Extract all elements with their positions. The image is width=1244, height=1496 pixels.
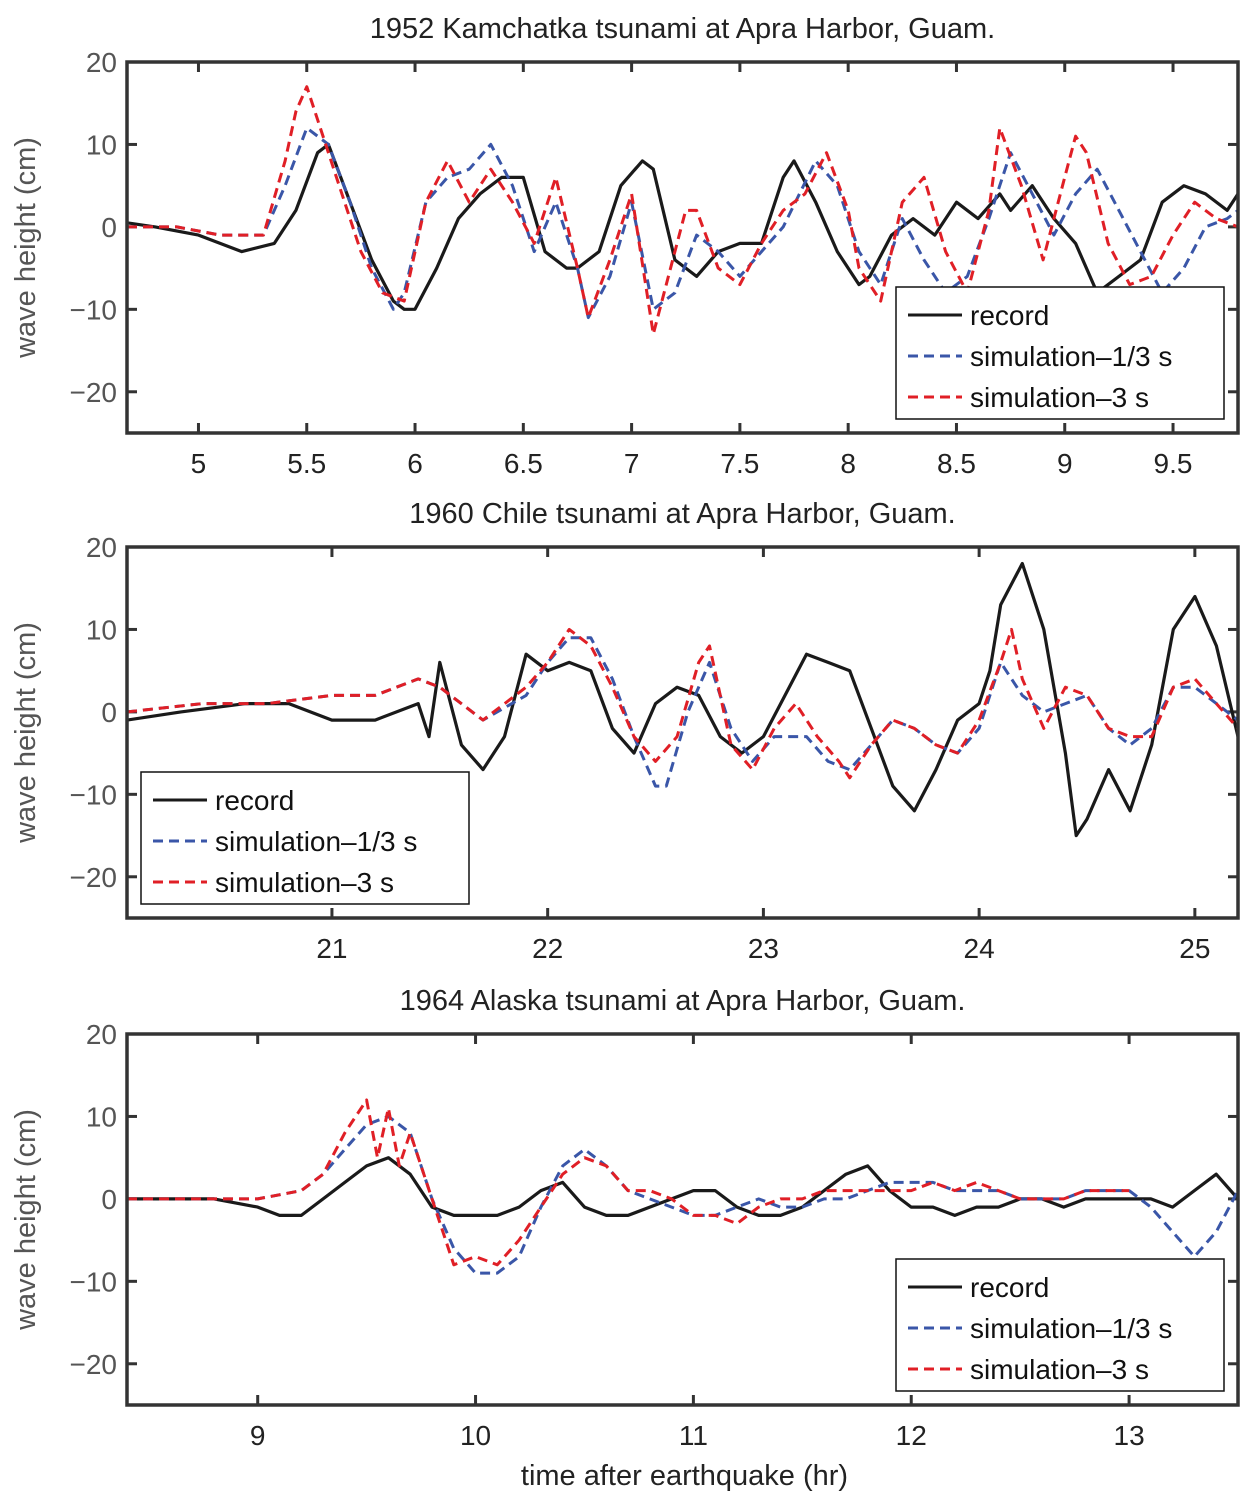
axes-frame <box>125 1032 1240 1407</box>
legend-entry: simulation–3 s <box>970 382 1149 413</box>
legend-entry: record <box>970 1272 1049 1303</box>
x-tick-label: 9.5 <box>1154 448 1193 479</box>
y-tick-label: −10 <box>70 1266 118 1297</box>
series-line-sim-1-3s <box>127 1114 1238 1275</box>
series-line-sim-3s <box>127 1098 1130 1267</box>
plot-area <box>127 85 1238 336</box>
x-tick-label: 9 <box>1057 448 1073 479</box>
x-tick-label: 5.5 <box>287 448 326 479</box>
y-tick-label: 0 <box>101 1184 117 1215</box>
legend-entry: simulation–1/3 s <box>970 341 1172 372</box>
legend-box <box>140 771 470 905</box>
y-tick-label: −10 <box>70 294 118 325</box>
legend-box <box>895 286 1225 420</box>
legend: record simulation–1/3 s simulation–3 s <box>140 771 470 905</box>
x-tick-label: 23 <box>748 933 779 964</box>
y-tick-label: 20 <box>86 532 117 563</box>
y-tick-label: 10 <box>86 1101 117 1132</box>
panel-title: 1952 Kamchatka tsunami at Apra Harbor, G… <box>370 13 995 45</box>
x-tick-label: 5 <box>191 448 207 479</box>
panel-1: 1952 Kamchatka tsunami at Apra Harbor, G… <box>10 13 1240 479</box>
x-tick-label: 24 <box>964 933 995 964</box>
series-line-record <box>127 561 1238 838</box>
x-tick-label: 21 <box>316 933 347 964</box>
legend-entry: record <box>970 300 1049 331</box>
series-line-sim-1-3s <box>127 126 1238 320</box>
panel-3: 1964 Alaska tsunami at Apra Harbor, Guam… <box>10 985 1240 1492</box>
x-tick-label: 22 <box>532 933 563 964</box>
legend-entry: record <box>215 785 294 816</box>
y-tick-label: −20 <box>70 862 118 893</box>
x-tick-label: 11 <box>679 1420 708 1451</box>
y-tick-label: 20 <box>86 1019 117 1050</box>
y-tick-label: 20 <box>86 47 117 78</box>
y-axis-label: wave height (cm) <box>10 1109 42 1331</box>
x-tick-label: 12 <box>896 1420 927 1451</box>
x-tick-label: 7 <box>624 448 640 479</box>
x-tick-label: 7.5 <box>720 448 759 479</box>
panel-title: 1964 Alaska tsunami at Apra Harbor, Guam… <box>400 985 966 1017</box>
y-tick-label: 0 <box>101 212 117 243</box>
x-tick-label: 8.5 <box>937 448 976 479</box>
series-line-sim-1-3s <box>127 636 1238 788</box>
y-tick-label: 10 <box>86 129 117 160</box>
y-tick-label: −20 <box>70 1349 118 1380</box>
y-tick-label: 10 <box>86 614 117 645</box>
legend-entry: simulation–1/3 s <box>970 1313 1172 1344</box>
legend: record simulation–1/3 s simulation–3 s <box>895 1258 1225 1392</box>
axes-frame <box>125 60 1240 435</box>
x-tick-label: 13 <box>1114 1420 1145 1451</box>
x-axis-label: time after earthquake (hr) <box>521 1460 848 1492</box>
plot-area <box>127 1098 1238 1275</box>
legend-entry: simulation–3 s <box>215 867 394 898</box>
x-tick-label: 25 <box>1179 933 1210 964</box>
y-tick-label: −20 <box>70 377 118 408</box>
series-line-record <box>127 1156 1238 1218</box>
series-line-sim-3s <box>127 85 1238 336</box>
series-line-record <box>127 142 1238 311</box>
x-tick-label: 6.5 <box>504 448 543 479</box>
panel-title: 1960 Chile tsunami at Apra Harbor, Guam. <box>409 498 955 530</box>
y-tick-label: 0 <box>101 697 117 728</box>
legend-box <box>895 1258 1225 1392</box>
axes-frame <box>125 545 1240 920</box>
y-axis-label: wave height (cm) <box>10 137 42 359</box>
plot-area <box>127 561 1238 838</box>
legend-entry: simulation–3 s <box>970 1354 1149 1385</box>
y-tick-label: −10 <box>70 779 118 810</box>
legend: record simulation–1/3 s simulation–3 s <box>895 286 1225 420</box>
x-tick-label: 9 <box>250 1420 266 1451</box>
legend-entry: simulation–1/3 s <box>215 826 417 857</box>
panel-2: 1960 Chile tsunami at Apra Harbor, Guam.… <box>10 498 1240 964</box>
x-tick-label: 10 <box>460 1420 491 1451</box>
y-axis-label: wave height (cm) <box>10 622 42 844</box>
x-tick-label: 8 <box>840 448 856 479</box>
series-line-sim-3s <box>127 627 1238 780</box>
x-tick-label: 6 <box>407 448 423 479</box>
